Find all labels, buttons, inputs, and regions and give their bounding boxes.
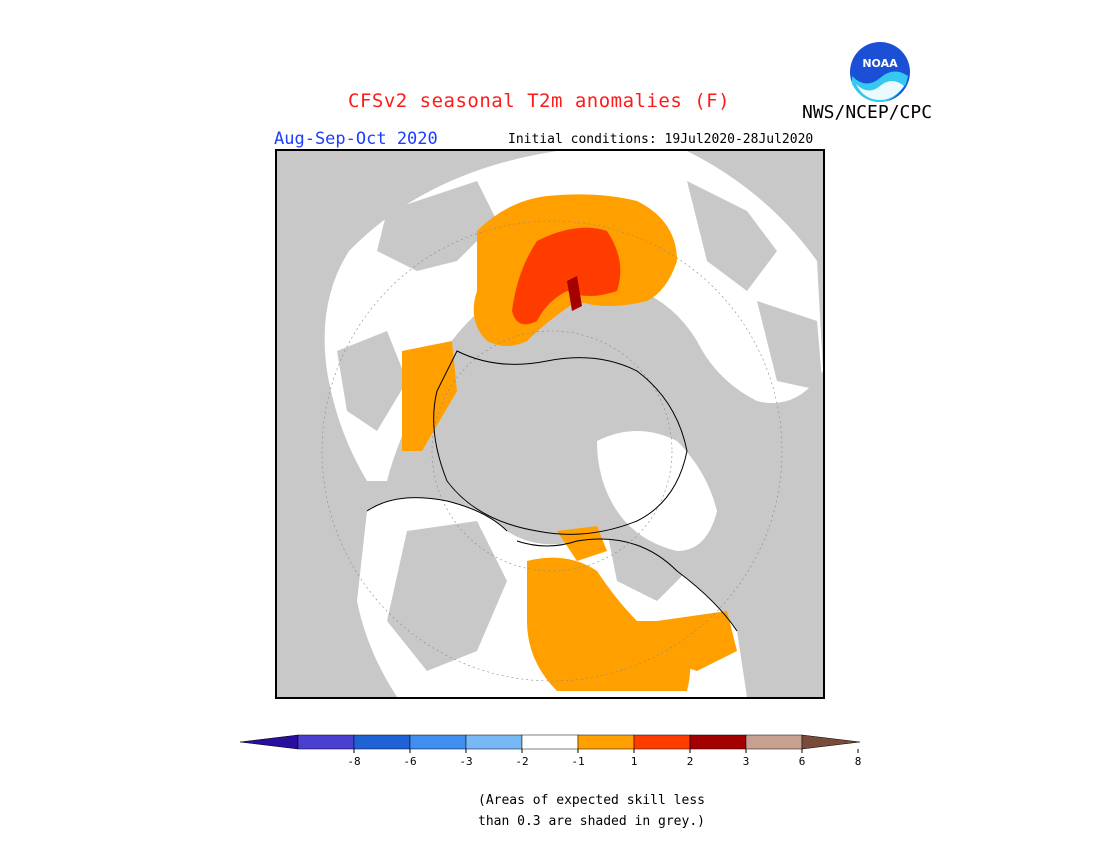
colorbar-bin (689, 734, 747, 750)
footnote-line-1: (Areas of expected skill less (478, 793, 705, 808)
anomaly-europe-orange (402, 341, 457, 451)
coastline-alaska (366, 497, 508, 532)
masked-patch-5 (387, 521, 507, 671)
logo-text: NOAA (862, 57, 898, 70)
chart-title: CFSv2 seasonal T2m anomalies (F) (348, 90, 731, 112)
map-canvas (277, 151, 823, 697)
colorbar-bin (465, 734, 523, 750)
colorbar-bin (409, 734, 467, 750)
anomaly-siberia-red (512, 227, 621, 325)
colorbar-bin (297, 734, 355, 750)
colorbar-tick-label: -6 (403, 755, 416, 768)
initial-conditions-label: Initial conditions: 19Jul2020-28Jul2020 (508, 132, 814, 147)
colorbar-bin (577, 734, 635, 750)
footnote-line-2: than 0.3 are shaded in grey.) (478, 814, 705, 829)
polar-map (275, 149, 825, 699)
land-greenland (597, 431, 717, 551)
colorbar-tick-label: -8 (347, 755, 360, 768)
colorbar-bin (521, 734, 579, 750)
colorbar-arrow-left (239, 734, 299, 750)
coastline-arctic (433, 350, 688, 535)
colorbar-tick-label: -1 (571, 755, 584, 768)
noaa-logo: NOAA (848, 40, 912, 104)
colorbar-tick-label: 6 (799, 755, 806, 768)
colorbar-bin (353, 734, 411, 750)
colorbar-tick-label: 2 (687, 755, 694, 768)
colorbar-tick-label: 1 (631, 755, 638, 768)
colorbar-tick-label: -2 (515, 755, 528, 768)
masked-patch-2 (337, 331, 407, 431)
colorbar-tick-label: 3 (743, 755, 750, 768)
anomaly-canada-orange (527, 557, 691, 691)
latitude-circle-outer (321, 220, 783, 682)
season-label: Aug-Sep-Oct 2020 (274, 129, 438, 149)
masked-patch-3 (687, 181, 777, 291)
coastline-canada (516, 538, 738, 632)
colorbar-tick-label: 8 (855, 755, 862, 768)
colorbar: -8 -6 -3 -2 -1 1 2 3 6 8 (238, 731, 862, 771)
masked-patch-4 (757, 301, 823, 391)
colorbar-tick-label: -3 (459, 755, 472, 768)
masked-patch-1 (377, 181, 497, 271)
anomaly-siberia-darkred (567, 276, 582, 311)
anomaly-hudson-orange (657, 611, 737, 671)
colorbar-arrow-right (801, 734, 861, 750)
colorbar-bin (745, 734, 803, 750)
colorbar-svg: -8 -6 -3 -2 -1 1 2 3 6 8 (239, 734, 862, 768)
agency-label: NWS/NCEP/CPC (802, 102, 933, 123)
latitude-circle-inner (431, 330, 673, 572)
colorbar-bin (633, 734, 691, 750)
